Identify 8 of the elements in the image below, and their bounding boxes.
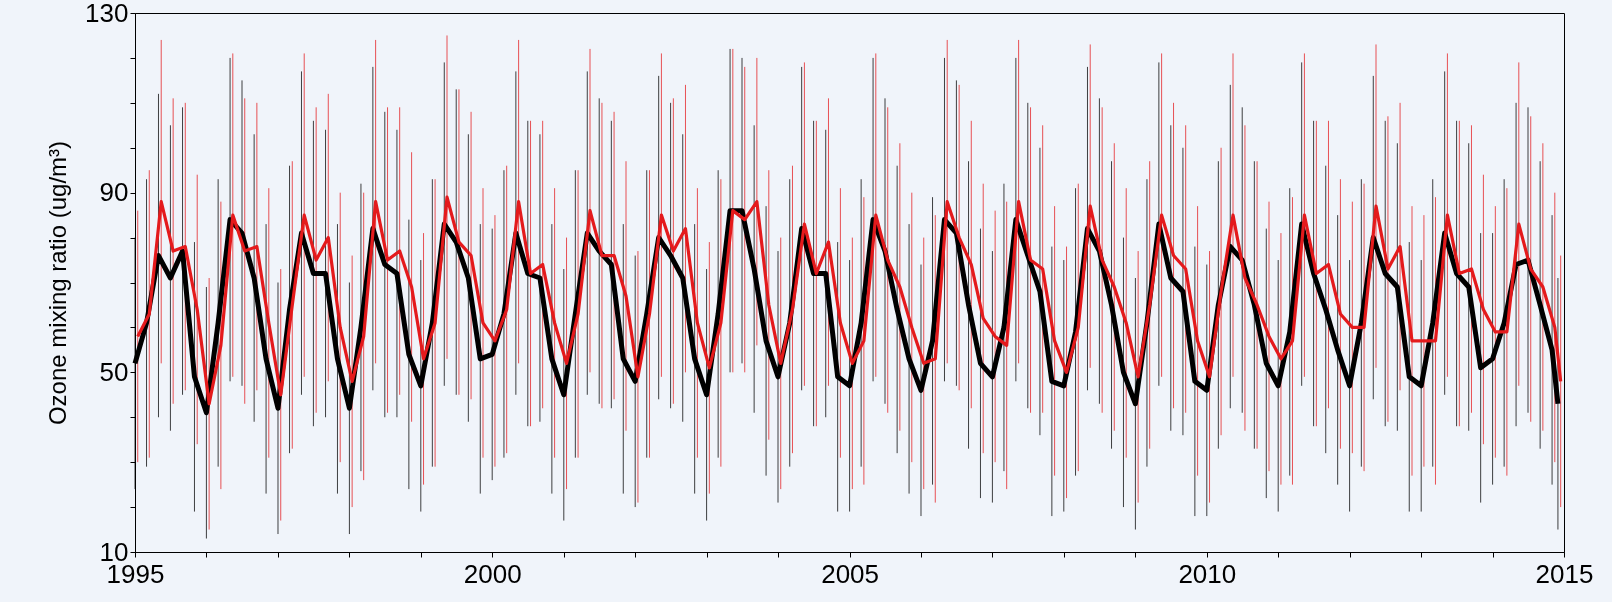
y-tick-label: 130 [85, 0, 129, 28]
y-tick-label: 90 [99, 177, 129, 208]
x-tick-label: 2015 [1535, 558, 1594, 589]
x-tick-label: 2005 [821, 558, 880, 589]
x-tick-label: 2000 [463, 558, 522, 589]
y-axis-title: Ozone mixing ratio (ug/m³) [44, 140, 72, 426]
x-tick-label: 2010 [1178, 558, 1237, 589]
y-tick-label: 50 [99, 356, 129, 387]
